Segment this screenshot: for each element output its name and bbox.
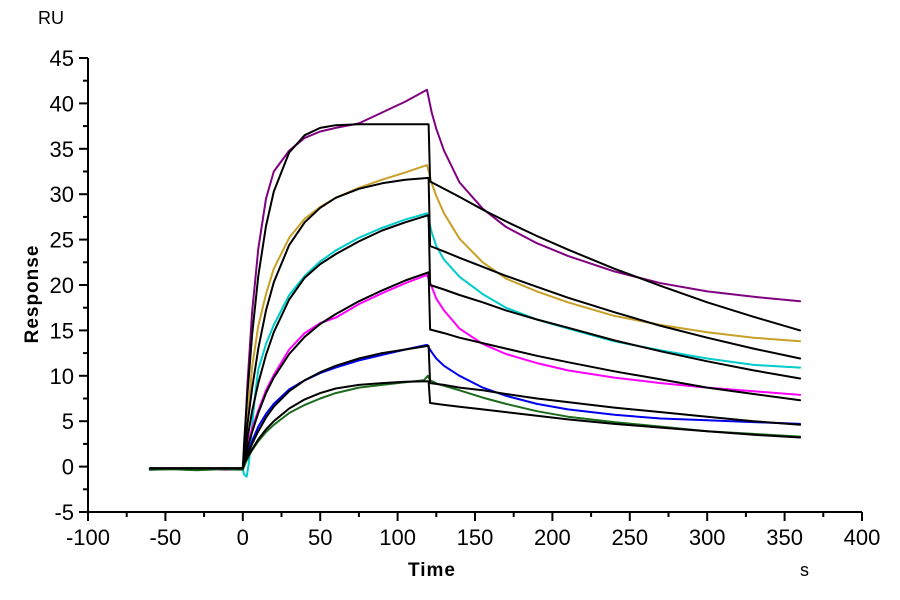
y-axis-tick-label: 20 xyxy=(50,273,74,298)
x-axis-tick-label: 300 xyxy=(689,525,726,550)
x-axis-tick-label: 250 xyxy=(611,525,648,550)
x-axis-tick-label: -50 xyxy=(150,525,182,550)
x-axis-tick-label: 200 xyxy=(534,525,571,550)
x-axis-tick-label: 150 xyxy=(457,525,494,550)
y-axis-tick-label: -5 xyxy=(54,500,74,525)
x-axis-title: Time xyxy=(407,560,456,581)
x-axis-tick-label: 50 xyxy=(308,525,332,550)
series-group xyxy=(148,88,802,478)
y-axis-tick-label: 10 xyxy=(50,364,74,389)
y-axis-tick-label: 30 xyxy=(50,182,74,207)
y-axis-tick-label: 0 xyxy=(62,455,74,480)
x-axis-tick-label: 0 xyxy=(237,525,249,550)
x-axis-tick-label: 400 xyxy=(844,525,881,550)
series-fit-green xyxy=(148,380,802,470)
y-axis-unit-label: RU xyxy=(38,8,64,28)
y-axis-tick-label: 35 xyxy=(50,137,74,162)
series-fit-cyan xyxy=(148,214,802,470)
y-axis-tick-label: 15 xyxy=(50,318,74,343)
y-axis-tick-label: 5 xyxy=(62,409,74,434)
axes-group xyxy=(79,57,863,521)
y-axis-tick-label: 25 xyxy=(50,228,74,253)
x-axis-tick-label: -100 xyxy=(66,525,110,550)
x-axis-unit-label: s xyxy=(800,560,809,580)
series-fit-magenta xyxy=(148,271,802,470)
series-fit-gold xyxy=(148,176,802,470)
x-axis-tick-label: 100 xyxy=(379,525,416,550)
y-axis-tick-label: 40 xyxy=(50,91,74,116)
y-axis-title: Response xyxy=(22,244,43,344)
y-axis-tick-label: 45 xyxy=(50,46,74,71)
series-fit-blue xyxy=(148,344,802,470)
series-fit-purple xyxy=(148,123,802,470)
x-axis-tick-label: 350 xyxy=(766,525,803,550)
